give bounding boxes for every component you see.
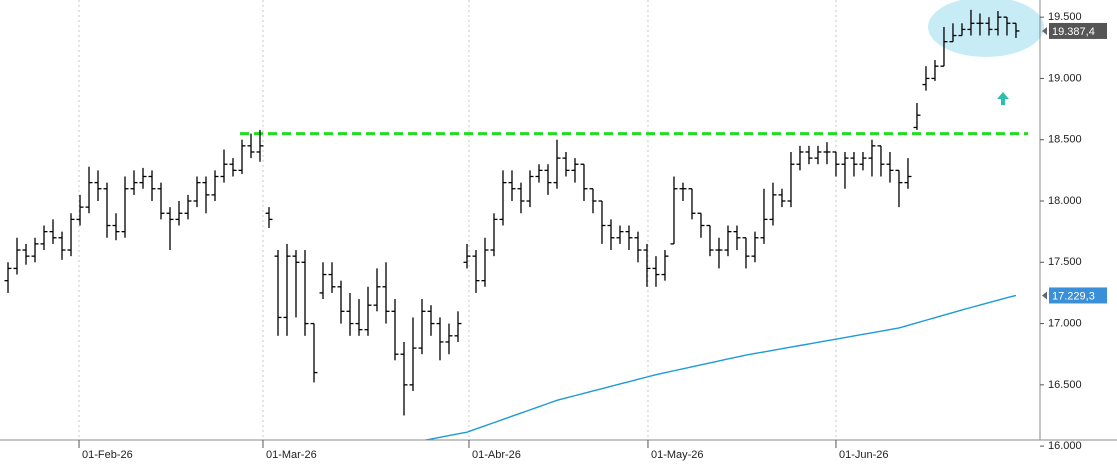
y-tick-label: 18.000: [1048, 195, 1082, 207]
moving-average-line: [422, 294, 1017, 440]
y-tick-label: 19.500: [1048, 11, 1082, 23]
x-tick-label: 01-Mar-26: [266, 449, 317, 461]
axes: 01-Feb-26 01-Mar-26 01-Abr-26 01-May-26 01-J…: [78, 11, 1107, 461]
last-value-box: [1049, 287, 1107, 304]
last-value-box: [1049, 22, 1107, 39]
last-value-pointer: [1042, 26, 1047, 35]
y-tick-label: 16.500: [1048, 379, 1082, 391]
last-value-label: 19.387,4: [1052, 26, 1095, 38]
y-tick-label: 17.000: [1048, 317, 1082, 329]
y-tick-label: 17.500: [1048, 256, 1082, 268]
last-value-label: 17.229,3: [1052, 290, 1095, 302]
x-tick-label: 01-Jun-26: [839, 449, 889, 461]
highlight-ellipse: [928, 0, 1044, 57]
x-tick-label: 01-May-26: [651, 449, 704, 461]
plot-area: [4, 0, 1028, 440]
y-tick-label: 16.000: [1048, 440, 1082, 452]
y-tick-label: 18.500: [1048, 134, 1082, 146]
up-arrow: [997, 92, 1009, 105]
x-tick-label: 01-Feb-26: [82, 449, 133, 461]
y-tick-label: 19.000: [1048, 72, 1082, 84]
x-tick-label: 01-Abr-26: [472, 449, 521, 461]
last-value-pointer: [1042, 291, 1047, 300]
